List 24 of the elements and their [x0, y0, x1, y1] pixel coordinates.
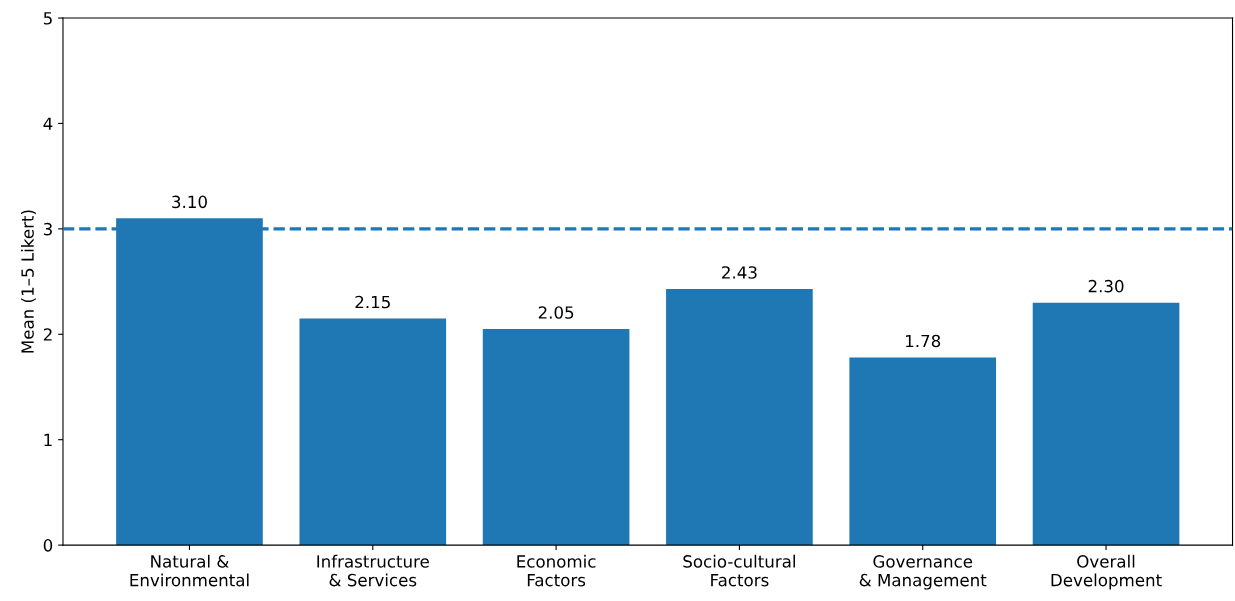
data-label: 3.10 [172, 195, 207, 209]
data-label: 1.78 [906, 334, 941, 348]
bar [482, 329, 630, 546]
x-tick-label: Infrastructure & Services [317, 554, 429, 587]
y-tick-label: 1 [44, 433, 52, 447]
x-tick-label: Governance & Management [859, 555, 987, 590]
y-tick-label: 5 [43, 12, 52, 25]
bar [849, 357, 997, 546]
y-tick-label: 4 [43, 117, 53, 130]
x-tick-label: Natural & Environmental [130, 554, 249, 587]
data-label: 2.15 [355, 295, 390, 309]
y-tick-label: 0 [43, 539, 53, 552]
x-tick-label: Overall Development [1051, 554, 1162, 590]
bar [1032, 302, 1180, 546]
y-tick-label: 3 [43, 222, 52, 236]
data-label: 2.05 [538, 306, 574, 319]
data-label: 2.30 [1088, 279, 1124, 293]
x-tick-label: Economic Factors [517, 554, 596, 587]
x-tick-label: Socio-cultural Factors [683, 554, 795, 587]
data-label: 2.43 [722, 266, 757, 279]
bar [299, 318, 447, 546]
bar [666, 288, 813, 546]
y-axis-title: Mean (1–5 Likert) [20, 210, 36, 353]
y-tick-label: 2 [43, 328, 52, 341]
